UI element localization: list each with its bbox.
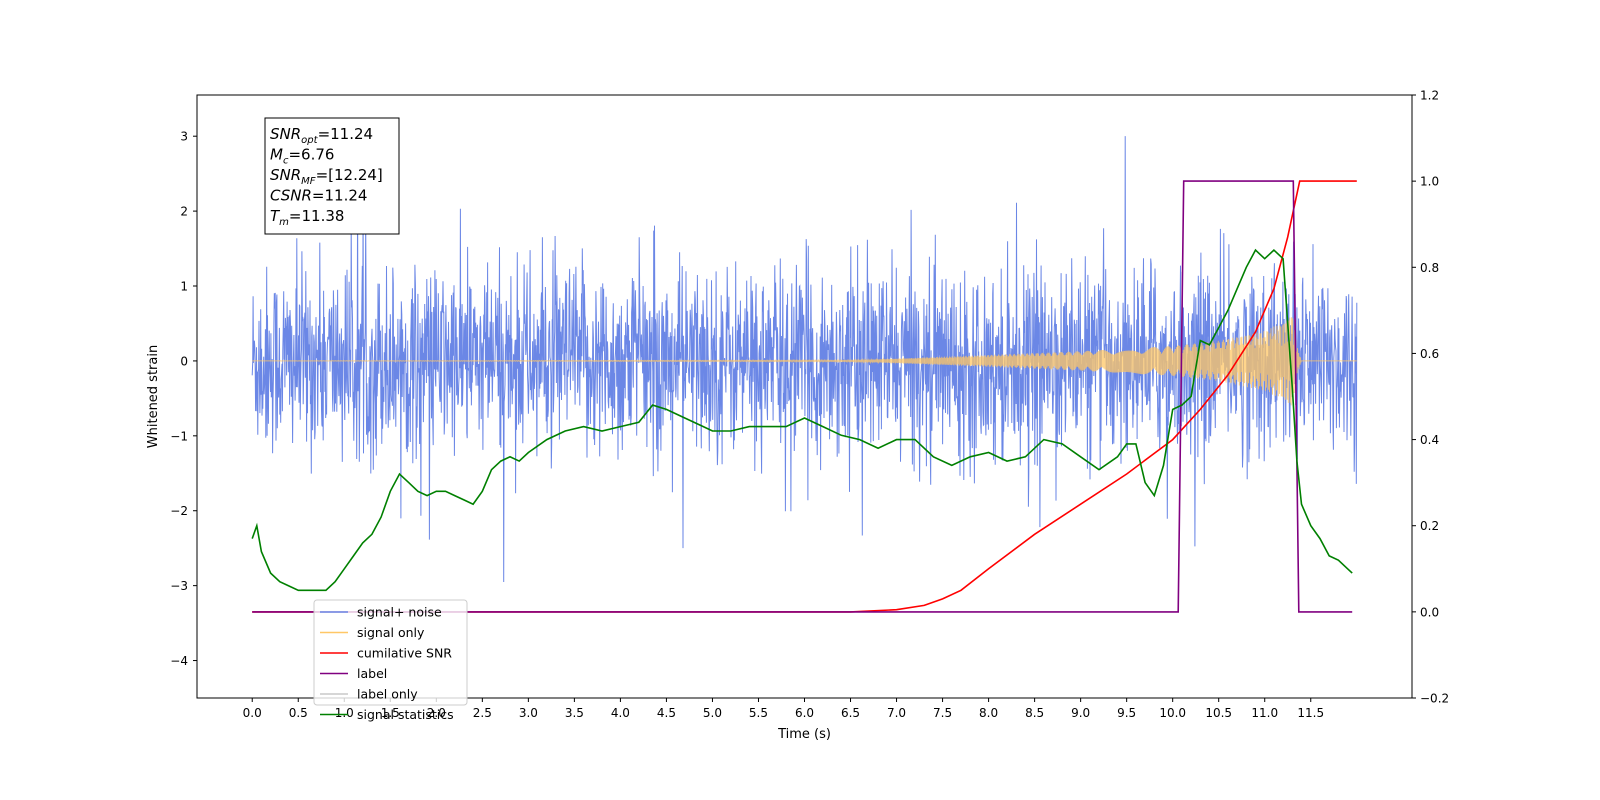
- signal-statistics-line: [251, 248, 1353, 592]
- legend: signal+ noise signal only cumilative SNR la…: [313, 599, 468, 722]
- annotation-line: CSNR=11.24: [270, 187, 367, 205]
- right-axis-series: [251, 180, 1357, 613]
- y-right-tick-label: 0.4: [1420, 433, 1439, 447]
- y-right-tick-label: 1.2: [1420, 89, 1439, 103]
- annotation-subscript: opt: [301, 135, 318, 146]
- annotation-value: =[12.24]: [316, 166, 383, 184]
- legend-frame: [313, 599, 468, 706]
- label-line: [252, 180, 1353, 613]
- y-left-tick-label: −1: [170, 429, 188, 443]
- annotation-line: SNRMF=[12.24]: [270, 166, 383, 187]
- x-tick-label: 8.5: [1025, 706, 1044, 720]
- x-tick-label: 3.0: [519, 706, 538, 720]
- annotation-symbol: M: [270, 146, 283, 164]
- x-axis-label: Time (s): [777, 727, 831, 742]
- y-left-tick-label: 0: [180, 354, 188, 368]
- annotation-box-frame: [264, 117, 400, 235]
- annotation-symbol: SNR: [270, 125, 301, 143]
- y-right-tick-label: −0.2: [1420, 692, 1449, 706]
- y-right-tick-label: 0.6: [1420, 347, 1439, 361]
- x-tick-label: 11.5: [1297, 706, 1324, 720]
- annotation-subscript: MF: [301, 176, 316, 187]
- x-tick-label: 11.0: [1251, 706, 1278, 720]
- x-tick-label: 9.0: [1071, 706, 1090, 720]
- y-axis-label: Whitened strain: [146, 345, 161, 448]
- y-left-axis-ticks: −4 −3 −2 −1 0 1 2 3: [170, 130, 197, 668]
- annotation-symbol: CSNR: [270, 187, 312, 205]
- y-right-tick-label: 0.8: [1420, 261, 1439, 275]
- legend-label: label only: [357, 687, 418, 702]
- x-tick-label: 10.0: [1159, 706, 1186, 720]
- annotation-line: Tm=11.38: [270, 207, 344, 228]
- y-left-tick-label: 1: [180, 280, 188, 294]
- annotation-value: =11.24: [318, 125, 374, 143]
- annotation-line: Mc=6.76: [270, 146, 334, 167]
- y-left-tick-label: 2: [180, 205, 188, 219]
- annotation-value: =11.24: [312, 187, 368, 205]
- legend-label: cumilative SNR: [357, 646, 452, 661]
- x-tick-label: 7.0: [887, 706, 906, 720]
- annotation-subscript: m: [279, 217, 289, 228]
- x-tick-label: 3.5: [565, 706, 584, 720]
- x-tick-label: 9.5: [1117, 706, 1136, 720]
- y-right-axis-ticks: −0.2 0.0 0.2 0.4 0.6 0.8 1.0 1.2: [1412, 89, 1449, 706]
- legend-label: label: [357, 666, 387, 681]
- signal-only-line: [252, 317, 1357, 406]
- signal-only-series: [252, 317, 1357, 406]
- legend-label: signal only: [357, 625, 425, 640]
- legend-label: signal statistics: [357, 707, 454, 722]
- x-tick-label: 0.0: [243, 706, 262, 720]
- annotation-value: =6.76: [288, 146, 334, 164]
- x-axis-ticks: 0.0 0.5 1.0 1.5 2.0 2.5 3.0 3.5 4.0 4.5 5.0 5.5 6.0 6…: [243, 698, 1324, 720]
- stats-annotation-box: SNRopt=11.24Mc=6.76SNRMF=[12.24]CSNR=11.…: [264, 117, 400, 235]
- x-tick-label: 1.0: [335, 706, 354, 720]
- x-tick-label: 10.5: [1205, 706, 1232, 720]
- annotation-symbol: T: [270, 207, 281, 225]
- annotation-subscript: c: [283, 156, 289, 167]
- y-left-tick-label: 3: [180, 130, 188, 144]
- x-tick-label: 1.5: [381, 706, 400, 720]
- y-right-tick-label: 0.0: [1420, 605, 1439, 619]
- cumilative-snr-line: [252, 180, 1357, 613]
- x-tick-label: 0.5: [289, 706, 308, 720]
- x-tick-label: 8.0: [979, 706, 998, 720]
- x-tick-label: 4.5: [657, 706, 676, 720]
- x-tick-label: 6.5: [841, 706, 860, 720]
- y-left-tick-label: −2: [170, 504, 188, 518]
- x-tick-label: 5.5: [749, 706, 768, 720]
- x-tick-label: 7.5: [933, 706, 952, 720]
- x-tick-label: 5.0: [703, 706, 722, 720]
- legend-label: signal+ noise: [357, 605, 442, 620]
- y-left-tick-label: −4: [170, 654, 188, 668]
- x-tick-label: 6.0: [795, 706, 814, 720]
- x-tick-label: 2.5: [473, 706, 492, 720]
- annotation-line: SNRopt=11.24: [270, 125, 373, 146]
- y-right-tick-label: 0.2: [1420, 519, 1439, 533]
- annotation-value: =11.38: [289, 207, 345, 225]
- annotation-symbol: SNR: [270, 166, 301, 184]
- x-tick-label: 2.0: [427, 706, 446, 720]
- x-tick-label: 4.0: [611, 706, 630, 720]
- y-right-tick-label: 1.0: [1420, 175, 1439, 189]
- y-left-tick-label: −3: [170, 579, 188, 593]
